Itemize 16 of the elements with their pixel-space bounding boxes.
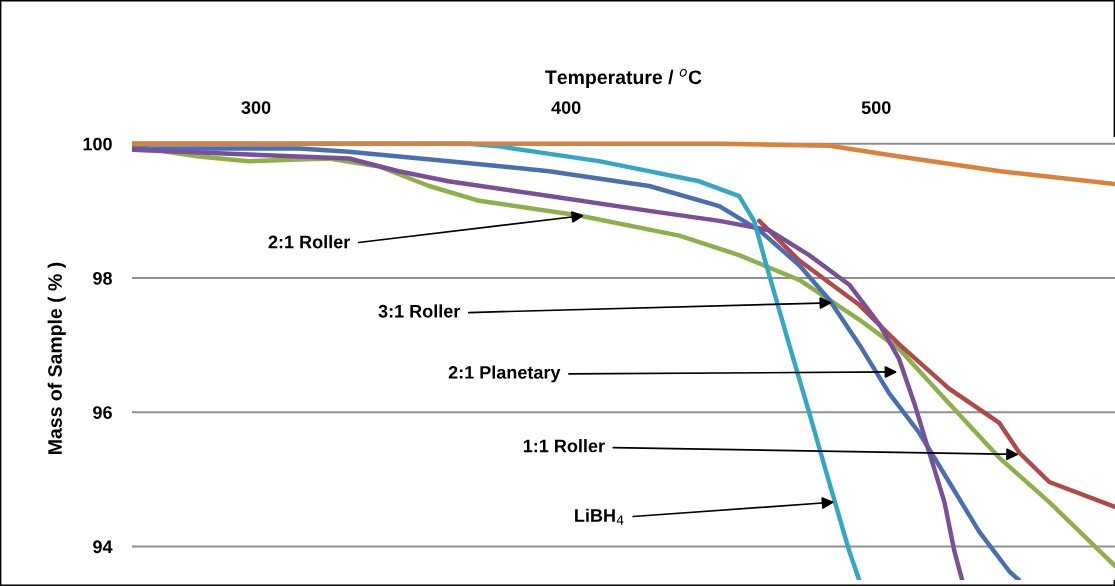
annotation: 3:1 Roller: [378, 304, 461, 318]
annotation: 1:1 Roller: [523, 439, 605, 453]
y-tick-label: 96: [93, 406, 112, 419]
annotation: 2:1 Roller: [268, 235, 350, 249]
line-series: [132, 141, 1115, 187]
y-tick-label: 94: [93, 540, 113, 554]
annotation: 2:1 Planetary: [448, 365, 561, 383]
x-axis-title: Temperature / $^{o}$C: [545, 68, 702, 88]
x-tick-label: 300: [241, 101, 271, 115]
y-tick-label: 100: [83, 137, 112, 151]
y-tick-label: 98: [93, 271, 112, 285]
x-tick-label: 400: [551, 101, 581, 114]
annotation: LiBH$_{4}$: [575, 508, 624, 525]
line-series: [757, 218, 1115, 510]
y-axis-title: Mass of Sample ( % ): [47, 262, 66, 454]
x-tick-label: 500: [861, 101, 891, 114]
